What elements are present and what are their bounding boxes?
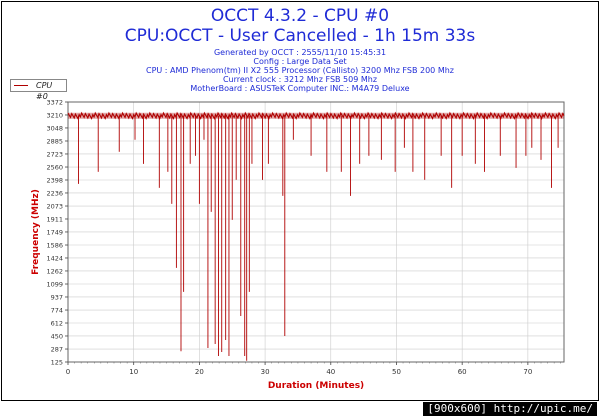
series-line <box>67 111 565 120</box>
y-tick-label: 1749 <box>46 228 63 236</box>
x-tick-label: 70 <box>523 368 532 376</box>
legend-label: CPU #0 <box>36 81 53 101</box>
y-tick-label: 2885 <box>46 137 63 145</box>
x-tick-label: 10 <box>129 368 138 376</box>
info-cpu: CPU : AMD Phenom(tm) II X2 555 Processor… <box>146 66 454 75</box>
y-tick-label: 2236 <box>46 189 63 197</box>
y-tick-label: 125 <box>51 359 63 367</box>
x-tick-label: 20 <box>195 368 204 376</box>
info-generated: Generated by OCCT : 2555/11/10 15:45:31 <box>213 48 387 57</box>
y-tick-label: 3372 <box>46 99 63 107</box>
legend-swatch <box>14 85 28 86</box>
chart-legend: CPU #0 <box>10 79 67 101</box>
grid <box>67 101 564 363</box>
x-tick-label: 40 <box>326 368 335 376</box>
series-cpu-0 <box>67 111 565 361</box>
y-tick-label: 1262 <box>46 267 63 275</box>
chart-border <box>1 1 599 401</box>
x-axis-label: Duration (Minutes) <box>268 381 364 391</box>
chart-title: OCCT 4.3.2 - CPU #0 <box>210 6 390 26</box>
y-tick-label: 774 <box>51 307 63 315</box>
y-tick-label: 2723 <box>46 150 63 158</box>
x-tick-label: 50 <box>392 368 401 376</box>
y-tick-label: 3048 <box>46 124 63 132</box>
y-tick-label: 1911 <box>46 215 63 223</box>
y-tick-label: 612 <box>51 320 63 328</box>
x-tick-label: 60 <box>458 368 467 376</box>
upic-badge: [900x600] http://upic.me/ <box>423 402 597 416</box>
y-tick-label: 2398 <box>46 176 63 184</box>
y-tick-label: 1586 <box>46 242 63 250</box>
series-band <box>68 112 564 119</box>
x-tick-label: 0 <box>66 368 70 376</box>
y-tick-label: 3210 <box>46 111 63 119</box>
x-tick-label: 30 <box>261 368 270 376</box>
info-clock: Current clock : 3212 Mhz FSB 509 Mhz <box>222 75 378 84</box>
y-tick-label: 937 <box>51 293 63 301</box>
y-tick-label: 450 <box>51 332 63 340</box>
y-axis-label: Frequency (MHz) <box>31 189 41 275</box>
y-tick-label: 2560 <box>46 164 63 172</box>
info-motherboard: MotherBoard : ASUSTeK Computer INC.: M4A… <box>190 84 410 93</box>
y-tick-label: 1099 <box>46 281 63 289</box>
y-ticks: 3372 3210 3048 2885 2723 2560 2398 2236 2073 1911… <box>46 99 68 367</box>
x-ticks: 0 10 20 30 40 50 60 70 <box>66 362 561 376</box>
y-tick-label: 1424 <box>46 254 63 262</box>
chart-subtitle: CPU:OCCT - User Cancelled - 1h 15m 33s <box>124 26 476 46</box>
info-config: Config : Large Data Set <box>253 57 347 66</box>
y-tick-label: 2073 <box>46 203 63 211</box>
y-tick-label: 287 <box>51 346 63 354</box>
